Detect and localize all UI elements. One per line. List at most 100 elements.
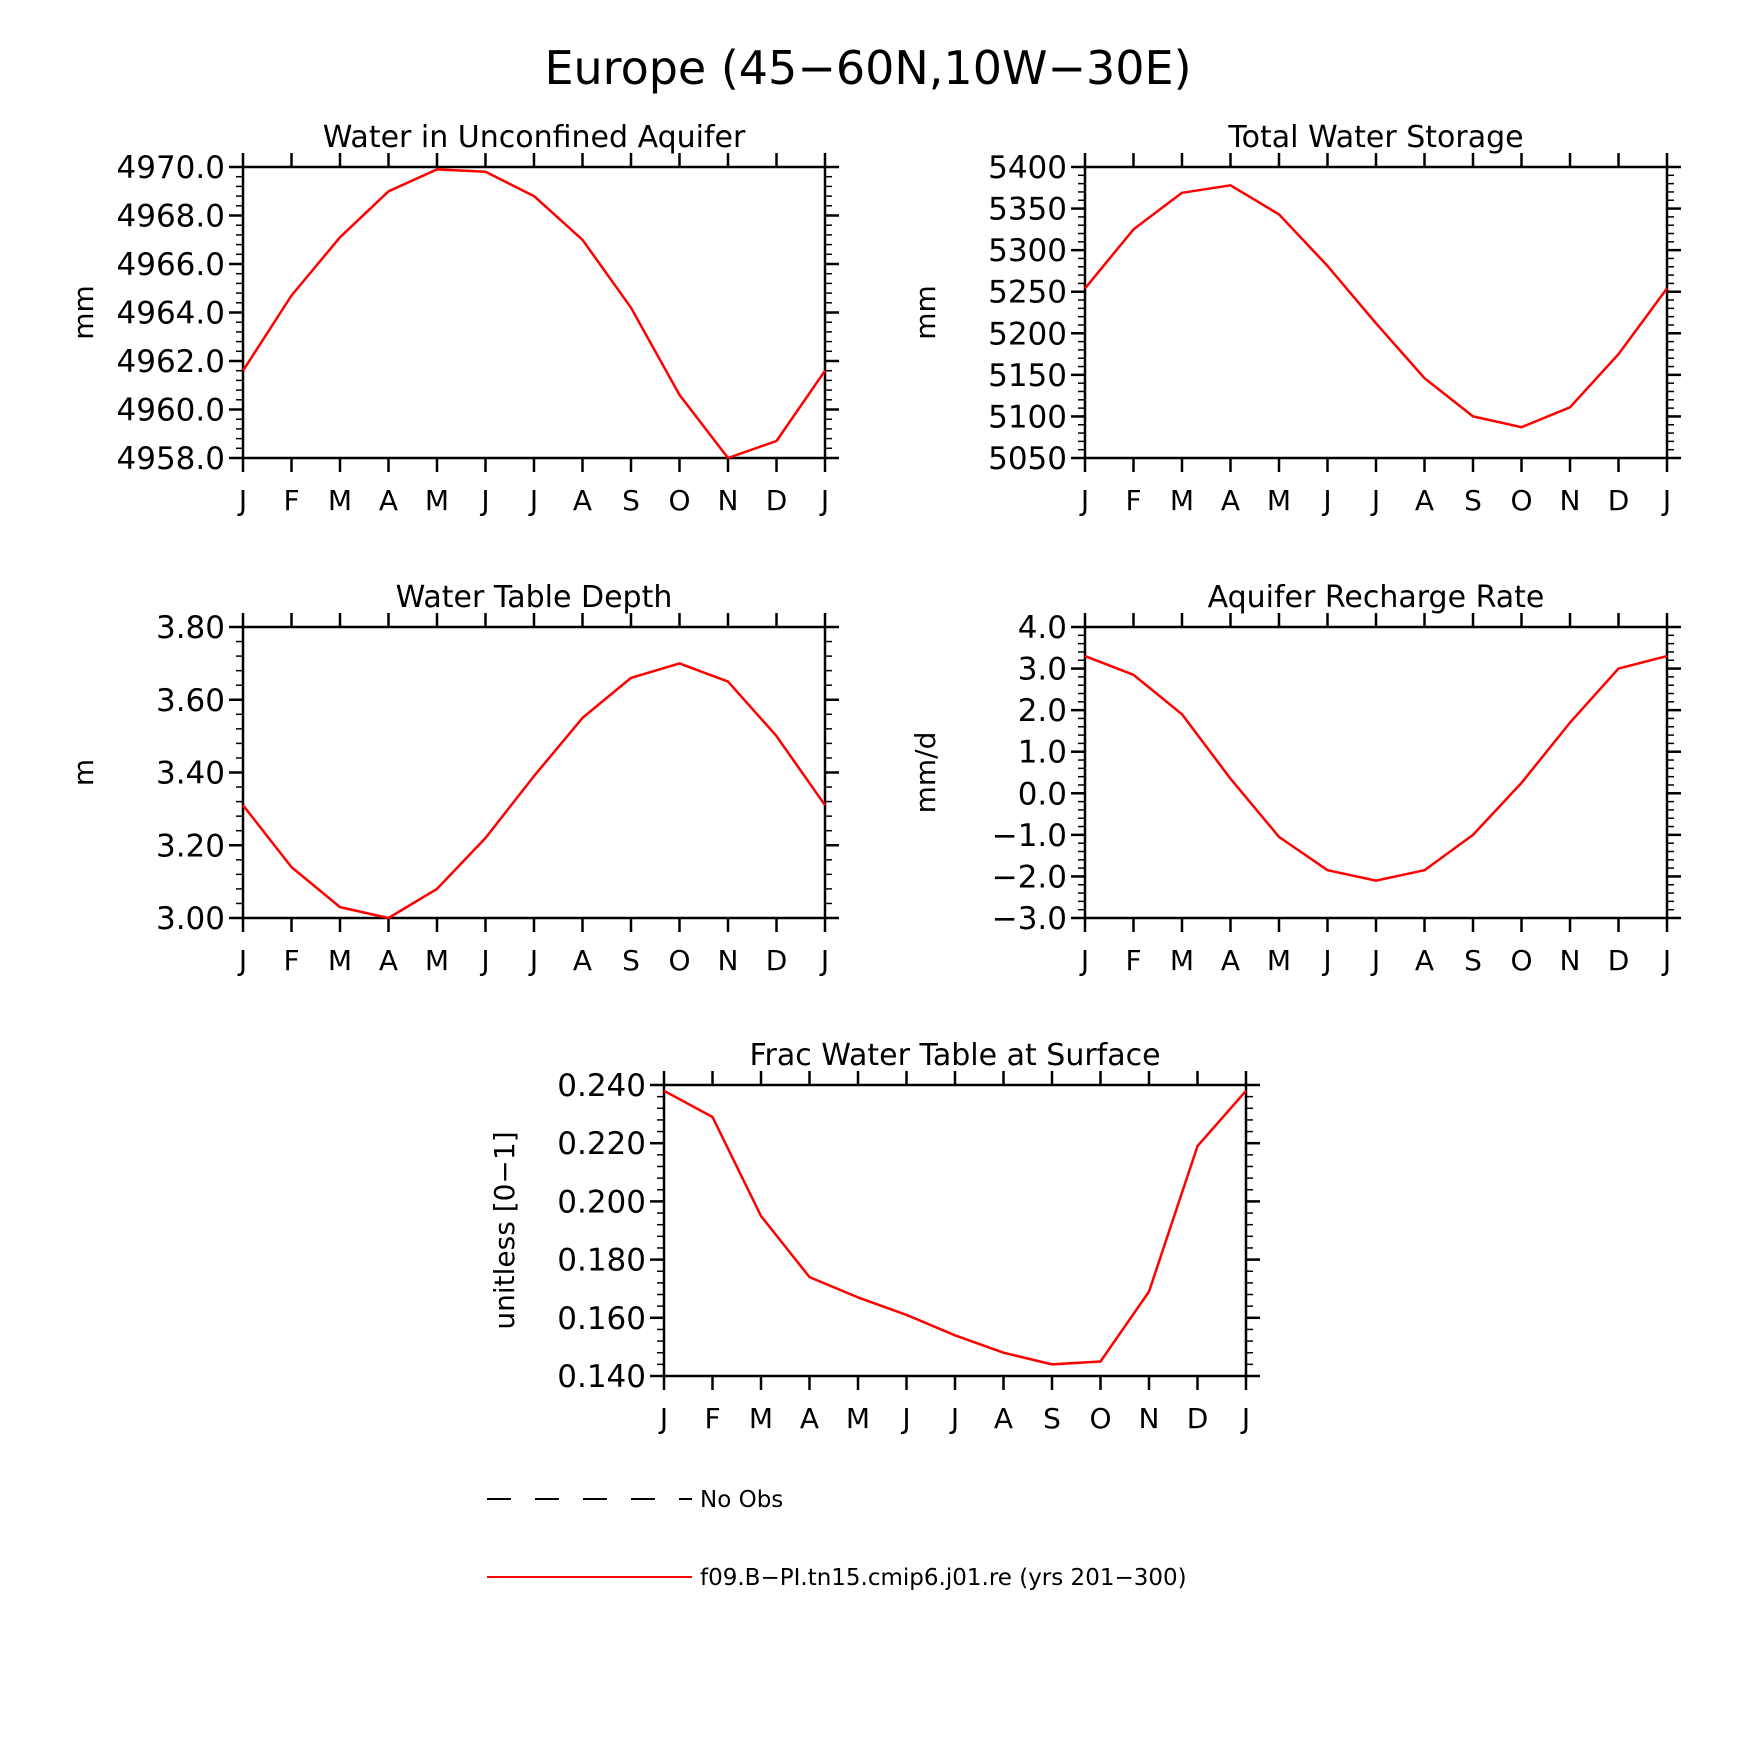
x-tick-label: O [668, 944, 690, 977]
x-tick-label: M [328, 484, 352, 517]
series-line [1084, 184, 1669, 429]
x-tick-label: J [1240, 1402, 1250, 1435]
page-title: Europe (45−60N,10W−30E) [544, 41, 1191, 95]
x-tick-label: F [283, 944, 299, 977]
x-tick-label: O [1510, 484, 1532, 517]
x-tick-label: S [622, 944, 640, 977]
y-tick-label: 3.60 [156, 683, 225, 719]
x-tick-label: A [379, 484, 398, 517]
chart-title: Water in Unconfined Aquifer [323, 120, 746, 155]
y-tick-label: 3.0 [1018, 652, 1067, 688]
x-tick-label: J [237, 484, 247, 517]
chart-title: Frac Water Table at Surface [749, 1038, 1160, 1073]
y-tick-label: 5300 [988, 233, 1067, 269]
x-tick-label: J [479, 484, 489, 517]
x-tick-label: A [379, 944, 398, 977]
x-tick-label: O [668, 484, 690, 517]
x-tick-label: J [900, 1402, 910, 1435]
y-tick-label: 5250 [988, 275, 1067, 311]
x-tick-label: J [949, 1402, 959, 1435]
plot-frame [241, 625, 827, 920]
x-tick-label: D [766, 944, 788, 977]
x-tick-label: M [328, 944, 352, 977]
legend-label-obs: No Obs [700, 1487, 783, 1513]
plot-frame [1083, 625, 1669, 920]
y-tick-label: 5200 [988, 316, 1067, 352]
y-tick-label: 0.140 [557, 1359, 646, 1395]
y-tick-label: 0.0 [1018, 776, 1067, 812]
y-axis-label: mm [67, 285, 100, 340]
y-axis-label: mm [909, 285, 942, 340]
x-tick-label: A [800, 1402, 819, 1435]
chart-panel-5: Frac Water Table at Surface unitless [0−1… [488, 1038, 1260, 1435]
x-tick-label: J [819, 484, 829, 517]
y-tick-label: 0.220 [557, 1126, 646, 1162]
y-tick-label: 4966.0 [117, 247, 225, 283]
plot-frame [662, 1083, 1248, 1378]
y-tick-label: 4960.0 [117, 393, 225, 429]
x-tick-label: N [1139, 1402, 1160, 1435]
x-tick-label: J [1321, 484, 1331, 517]
x-tick-label: J [1370, 944, 1380, 977]
x-tick-label: M [425, 944, 449, 977]
x-tick-label: O [1510, 944, 1532, 977]
x-tick-label: M [1170, 944, 1194, 977]
series-line [242, 662, 827, 920]
x-tick-label: J [658, 1402, 668, 1435]
x-tick-label: A [1221, 484, 1240, 517]
x-tick-label: J [1079, 944, 1089, 977]
plot-frame [241, 165, 827, 460]
x-tick-label: S [1464, 484, 1482, 517]
series-line [663, 1089, 1247, 1366]
x-tick-label: N [1560, 484, 1581, 517]
x-tick-label: N [1560, 944, 1581, 977]
x-tick-label: J [1370, 484, 1380, 517]
y-tick-label: 4970.0 [117, 150, 225, 186]
y-tick-label: 5350 [988, 192, 1067, 228]
chart-title: Aquifer Recharge Rate [1208, 580, 1545, 615]
x-tick-label: N [718, 484, 739, 517]
x-tick-label: M [1267, 944, 1291, 977]
x-tick-label: O [1089, 1402, 1111, 1435]
x-tick-label: F [704, 1402, 720, 1435]
series-line [241, 168, 827, 460]
y-tick-label: 2.0 [1018, 693, 1067, 729]
y-tick-label: −3.0 [992, 901, 1067, 937]
y-tick-label: 4968.0 [117, 199, 225, 235]
y-tick-label: 4.0 [1018, 610, 1067, 646]
legend-label-model: f09.B−PI.tn15.cmip6.j01.re (yrs 201−300) [700, 1565, 1187, 1591]
x-tick-label: D [766, 484, 788, 517]
series-line [1084, 654, 1668, 882]
x-tick-label: M [846, 1402, 870, 1435]
x-tick-label: J [1079, 484, 1089, 517]
legend: No Obs f09.B−PI.tn15.cmip6.j01.re (yrs 2… [487, 1487, 1187, 1591]
x-tick-label: F [1125, 944, 1141, 977]
x-tick-label: S [1464, 944, 1482, 977]
y-tick-label: 4962.0 [117, 344, 225, 380]
y-axis-label: m [67, 759, 100, 786]
x-tick-label: A [1415, 484, 1434, 517]
y-tick-label: 3.40 [156, 756, 225, 792]
y-tick-label: 0.180 [557, 1243, 646, 1279]
x-tick-label: N [718, 944, 739, 977]
x-tick-label: J [237, 944, 247, 977]
y-tick-label: 4964.0 [117, 296, 225, 332]
chart-title: Total Water Storage [1227, 120, 1523, 155]
x-tick-label: J [479, 944, 489, 977]
x-tick-label: J [819, 944, 829, 977]
x-tick-label: A [1415, 944, 1434, 977]
x-tick-label: S [622, 484, 640, 517]
y-tick-label: 0.240 [557, 1068, 646, 1104]
x-tick-label: M [1267, 484, 1291, 517]
x-tick-label: M [425, 484, 449, 517]
x-tick-label: M [749, 1402, 773, 1435]
x-tick-label: J [1661, 944, 1671, 977]
y-tick-label: 0.160 [557, 1301, 646, 1337]
y-tick-label: −2.0 [992, 859, 1067, 895]
x-tick-label: D [1608, 484, 1630, 517]
x-tick-label: J [528, 944, 538, 977]
